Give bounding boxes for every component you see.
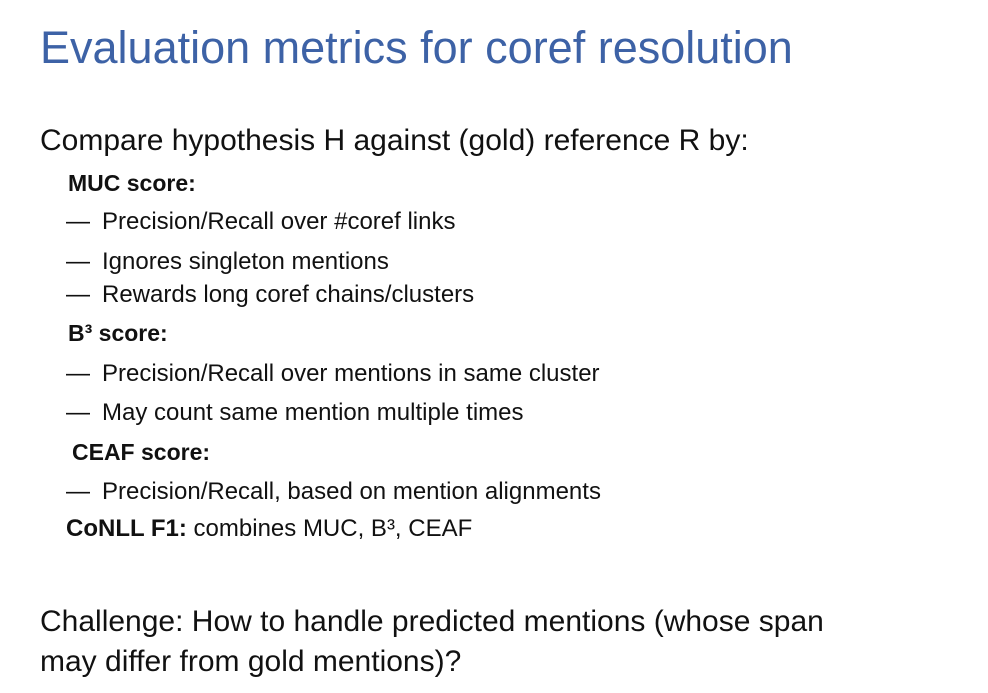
b3-item-precision-recall: — Precision/Recall over mentions in same … xyxy=(66,359,600,389)
list-item-text: Precision/Recall, based on mention align… xyxy=(102,478,601,505)
dash-bullet: — xyxy=(66,281,90,308)
conll-label: CoNLL F1: xyxy=(66,515,187,542)
dash-bullet: — xyxy=(66,208,90,235)
list-item-text: Ignores singleton mentions xyxy=(102,248,389,275)
muc-item-singletons: — Ignores singleton mentions xyxy=(66,247,389,277)
muc-heading: MUC score: xyxy=(68,170,196,196)
b3-item-multiple-times: — May count same mention multiple times xyxy=(66,398,524,428)
dash-bullet: — xyxy=(66,399,90,426)
dash-bullet: — xyxy=(66,360,90,387)
ceaf-item-alignments: — Precision/Recall, based on mention alig… xyxy=(66,477,601,507)
conll-line: CoNLL F1: combines MUC, B³, CEAF xyxy=(66,514,472,544)
list-item-text: Rewards long coref chains/clusters xyxy=(102,281,475,308)
muc-item-precision-recall: — Precision/Recall over #coref links xyxy=(66,207,455,237)
ceaf-heading: CEAF score: xyxy=(72,439,211,465)
challenge-line-2: may differ from gold mentions)? xyxy=(40,645,462,678)
list-item-text: Precision/Recall over #coref links xyxy=(102,208,456,235)
conll-text: combines MUC, B³, CEAF xyxy=(186,515,473,542)
intro-text: Compare hypothesis H against (gold) refe… xyxy=(40,124,749,157)
list-item-text: May count same mention multiple times xyxy=(102,399,524,426)
slide-title: Evaluation metrics for coref resolution xyxy=(40,22,793,73)
dash-bullet: — xyxy=(66,248,90,275)
challenge-text: Challenge: How to handle predicted menti… xyxy=(40,602,970,682)
b3-heading: B³ score: xyxy=(68,320,168,346)
list-item-text: Precision/Recall over mentions in same c… xyxy=(102,360,600,387)
dash-bullet: — xyxy=(66,478,90,505)
muc-item-long-chains: — Rewards long coref chains/clusters xyxy=(66,280,474,310)
challenge-line-1: Challenge: How to handle predicted menti… xyxy=(40,605,824,638)
